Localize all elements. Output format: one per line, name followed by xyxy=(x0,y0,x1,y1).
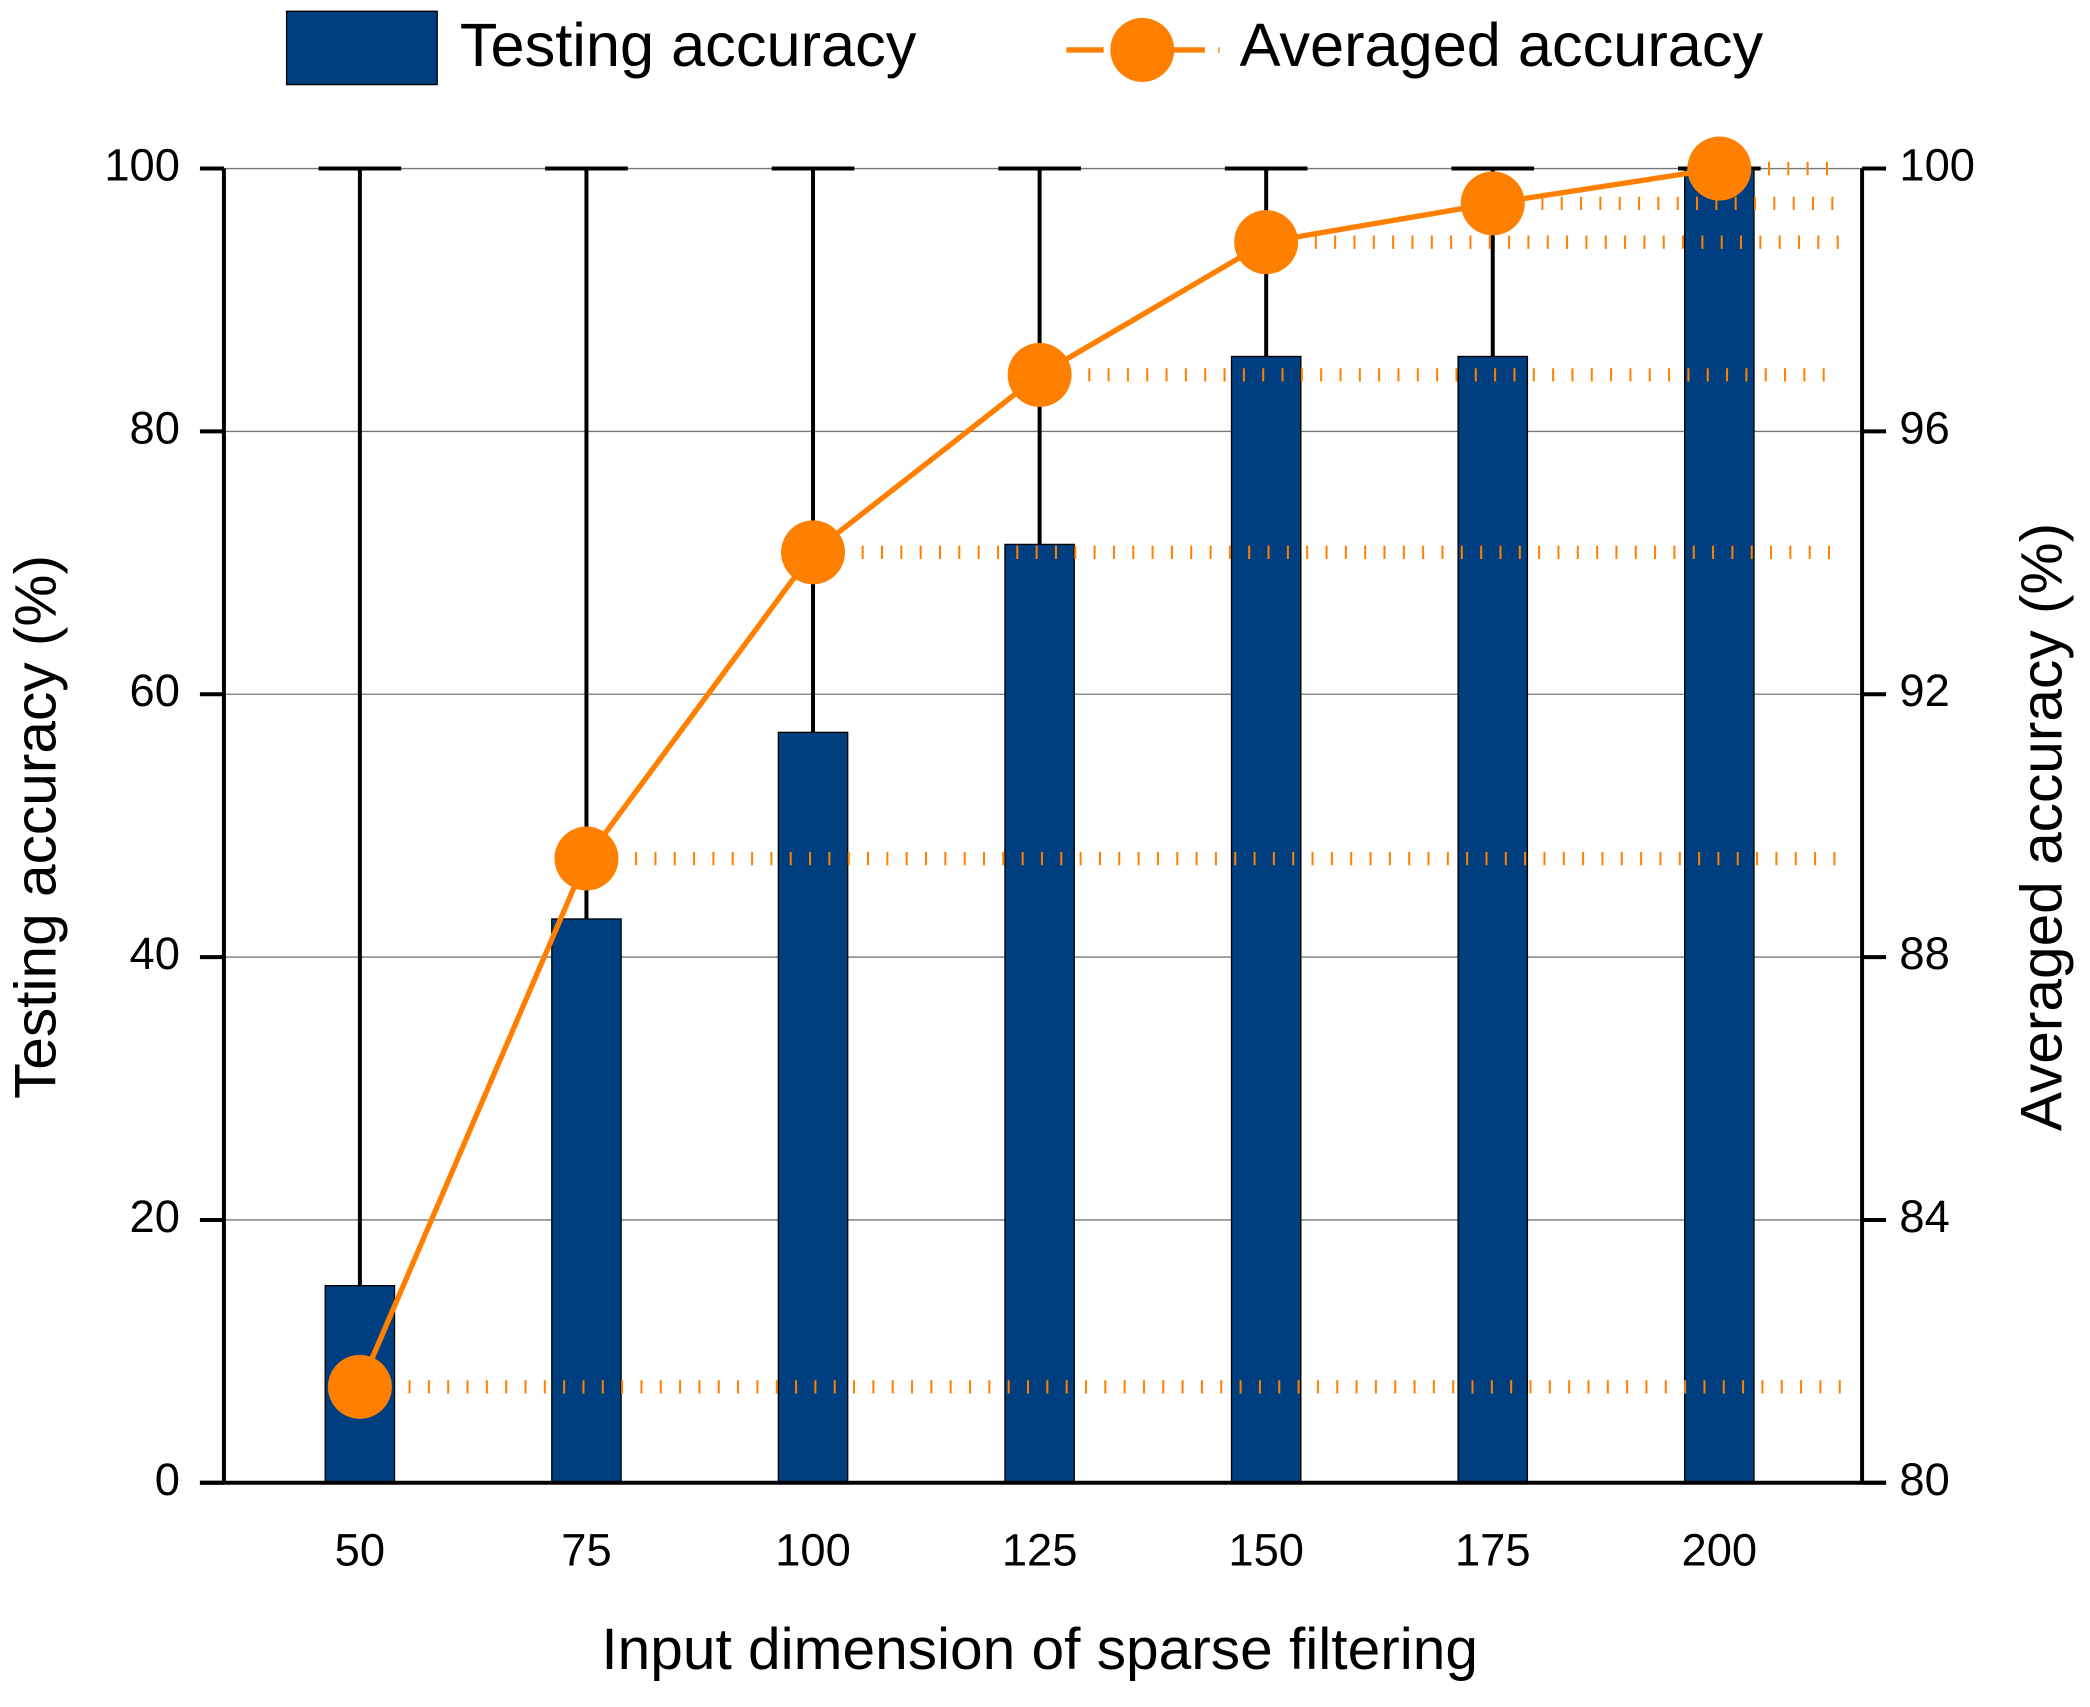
y-tick-label: 0 xyxy=(155,1454,180,1505)
y2-tick-label: 92 xyxy=(1899,665,1949,716)
legend-marker xyxy=(1110,17,1175,82)
bar xyxy=(1457,355,1529,1484)
point xyxy=(781,520,846,585)
point xyxy=(1007,342,1072,407)
y-tick-label: 20 xyxy=(130,1191,180,1242)
point xyxy=(1687,136,1752,201)
x-tick-label: 150 xyxy=(1228,1524,1304,1575)
y-tick-label: 80 xyxy=(130,402,180,453)
y-axis-title: Testing accuracy (%) xyxy=(3,555,68,1099)
bar xyxy=(551,918,622,1484)
point xyxy=(1460,171,1525,236)
bar xyxy=(1230,355,1302,1484)
bar xyxy=(777,731,849,1484)
point xyxy=(554,826,619,891)
bar xyxy=(1684,167,1755,1484)
y-tick-label: 100 xyxy=(104,140,180,191)
y-tick-label: 60 xyxy=(130,665,180,716)
y2-tick-label: 80 xyxy=(1899,1454,1949,1505)
legend-label: Testing accuracy xyxy=(460,10,917,79)
x-tick-label: 100 xyxy=(775,1524,851,1575)
y2-tick-label: 88 xyxy=(1899,928,1949,979)
x-tick-label: 200 xyxy=(1682,1524,1758,1575)
x-tick-label: 50 xyxy=(335,1524,385,1575)
y2-axis-title: Averaged accuracy (%) xyxy=(2009,523,2074,1131)
y-tick-label: 40 xyxy=(130,928,180,979)
y2-tick-label: 96 xyxy=(1899,402,1949,453)
point xyxy=(327,1354,392,1419)
y2-tick-label: 84 xyxy=(1899,1191,1949,1242)
x-tick-label: 125 xyxy=(1002,1524,1078,1575)
x-tick-label: 75 xyxy=(561,1524,611,1575)
y2-tick-label: 100 xyxy=(1899,140,1975,191)
bar xyxy=(1004,543,1075,1484)
x-axis-title: Input dimension of sparse filtering xyxy=(601,1617,1478,1682)
legend-label: Averaged accuracy xyxy=(1240,10,1764,79)
legend-swatch xyxy=(285,10,438,86)
x-tick-label: 175 xyxy=(1455,1524,1531,1575)
point xyxy=(1234,210,1299,275)
